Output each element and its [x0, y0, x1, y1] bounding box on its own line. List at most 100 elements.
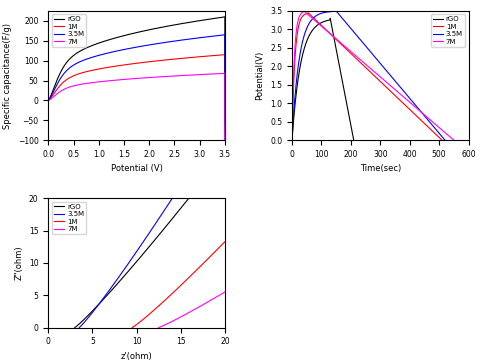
1M [129, 325, 135, 330]
7M [160, 324, 166, 328]
3.5M [82, 319, 88, 324]
rGO [67, 56, 73, 61]
7M [301, 9, 307, 13]
7M [216, 293, 222, 297]
1M [289, 138, 295, 142]
1M [305, 11, 311, 15]
3.5M [210, 134, 215, 138]
Legend: rGO, 3.5M, 1M, 7M: rGO, 3.5M, 1M, 7M [52, 202, 86, 234]
Line: 3.5M: 3.5M [48, 35, 225, 364]
rGO [209, 167, 215, 171]
7M [45, 98, 51, 103]
1M [67, 75, 73, 80]
rGO [323, 19, 329, 23]
X-axis label: Potential (V): Potential (V) [111, 165, 162, 174]
rGO [222, 15, 228, 19]
rGO [340, 82, 346, 86]
rGO [45, 98, 51, 103]
Line: 7M: 7M [48, 74, 225, 364]
1M [214, 248, 220, 252]
1M [439, 138, 445, 142]
rGO [112, 285, 118, 289]
Line: rGO: rGO [75, 153, 225, 328]
X-axis label: z'(ohm): z'(ohm) [121, 352, 153, 361]
3.5M [85, 316, 91, 320]
Y-axis label: Potential(V): Potential(V) [256, 51, 265, 100]
rGO [327, 16, 333, 20]
7M [347, 48, 353, 53]
3.5M [103, 292, 109, 297]
rGO [81, 317, 87, 322]
1M [217, 244, 223, 249]
3.5M [222, 33, 228, 37]
1M [373, 75, 379, 80]
3.5M [115, 276, 121, 280]
1M [146, 312, 152, 316]
rGO [323, 19, 329, 23]
Line: 1M: 1M [292, 13, 442, 140]
rGO [289, 135, 295, 140]
Line: 7M: 7M [292, 11, 454, 140]
7M [403, 97, 409, 102]
rGO [78, 320, 84, 325]
1M [133, 323, 139, 327]
rGO [222, 150, 228, 155]
1M [154, 305, 160, 310]
1M [332, 36, 338, 40]
rGO [214, 160, 220, 165]
3.5M [45, 98, 51, 103]
Line: 3.5M: 3.5M [292, 11, 445, 140]
3.5M [348, 27, 354, 31]
3.5M [438, 133, 444, 138]
3.5M [67, 66, 73, 70]
7M [222, 290, 228, 294]
3.5M [76, 325, 82, 330]
Line: rGO: rGO [48, 17, 225, 364]
1M [319, 24, 325, 28]
1M [391, 92, 397, 96]
3.5M [333, 9, 339, 13]
rGO [351, 138, 356, 142]
Legend: rGO, 1M, 3.5M, 7M: rGO, 1M, 3.5M, 7M [430, 15, 465, 47]
rGO [100, 298, 106, 302]
7M [173, 317, 179, 321]
1M [222, 240, 228, 244]
3.5M [369, 51, 375, 55]
1M [135, 321, 141, 326]
1M [297, 19, 303, 24]
rGO [72, 325, 78, 330]
7M [381, 78, 386, 82]
X-axis label: Time(sec): Time(sec) [360, 165, 401, 174]
Y-axis label: Z"(ohm): Z"(ohm) [14, 246, 23, 280]
3.5M [289, 138, 295, 142]
1M [222, 52, 228, 57]
7M [435, 124, 440, 128]
7M [219, 292, 225, 296]
1M [390, 91, 396, 95]
Legend: rGO, 1M, 3.5M, 7M: rGO, 1M, 3.5M, 7M [52, 15, 86, 47]
Line: 7M: 7M [158, 292, 225, 328]
7M [67, 85, 73, 89]
7M [327, 31, 333, 36]
rGO [289, 138, 295, 142]
7M [451, 138, 457, 142]
Line: 3.5M: 3.5M [79, 116, 225, 328]
3.5M [359, 39, 365, 44]
Line: 1M: 1M [48, 55, 225, 364]
3.5M [347, 25, 353, 29]
Y-axis label: Specific capacitance(F/g): Specific capacitance(F/g) [3, 23, 12, 128]
rGO [324, 19, 330, 23]
7M [156, 325, 161, 330]
3.5M [222, 114, 228, 118]
7M [372, 70, 378, 74]
1M [45, 98, 51, 103]
3.5M [410, 99, 415, 104]
3.5M [214, 125, 220, 130]
Line: rGO: rGO [292, 18, 354, 140]
7M [289, 138, 295, 142]
Line: 1M: 1M [132, 242, 225, 328]
7M [222, 71, 228, 76]
7M [168, 320, 174, 324]
7M [158, 324, 164, 329]
3.5M [442, 138, 448, 142]
